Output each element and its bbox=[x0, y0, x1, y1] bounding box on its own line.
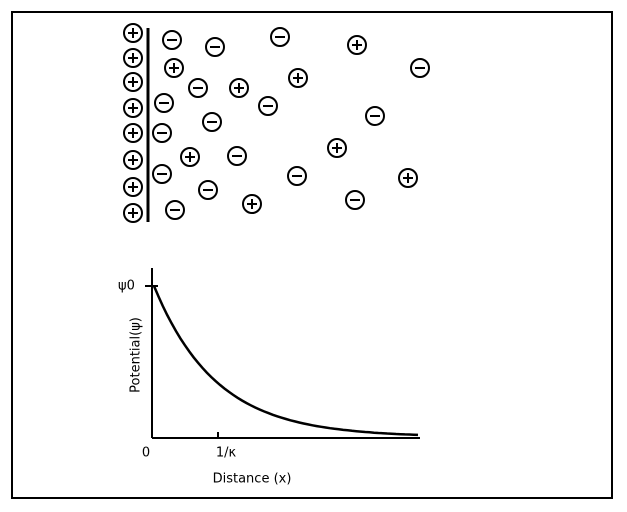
negative-ion bbox=[162, 30, 182, 50]
positive-ion bbox=[123, 98, 143, 118]
x-axis-label: Distance (x) bbox=[213, 472, 292, 487]
negative-ion bbox=[152, 123, 172, 143]
positive-ion bbox=[123, 23, 143, 43]
positive-ion bbox=[123, 203, 143, 223]
positive-ion bbox=[123, 48, 143, 68]
negative-ion bbox=[227, 146, 247, 166]
negative-ion bbox=[410, 58, 430, 78]
negative-ion bbox=[188, 78, 208, 98]
positive-ion bbox=[288, 68, 308, 88]
positive-ion bbox=[327, 138, 347, 158]
positive-ion bbox=[123, 177, 143, 197]
potential-curve bbox=[152, 285, 419, 437]
negative-ion bbox=[258, 96, 278, 116]
negative-ion bbox=[198, 180, 218, 200]
positive-ion bbox=[123, 72, 143, 92]
negative-ion bbox=[287, 166, 307, 186]
positive-ion bbox=[180, 147, 200, 167]
positive-ion bbox=[398, 168, 418, 188]
y-axis-label: Potential(ψ) bbox=[129, 317, 144, 393]
negative-ion bbox=[202, 112, 222, 132]
negative-ion bbox=[345, 190, 365, 210]
negative-ion bbox=[270, 27, 290, 47]
negative-ion bbox=[152, 164, 172, 184]
frame bbox=[11, 11, 613, 499]
x-origin-label: 0 bbox=[142, 446, 150, 461]
positive-ion bbox=[123, 150, 143, 170]
negative-ion bbox=[365, 106, 385, 126]
ions bbox=[123, 23, 430, 223]
negative-ion bbox=[154, 93, 174, 113]
negative-ion bbox=[205, 37, 225, 57]
positive-ion bbox=[164, 58, 184, 78]
y-tick-label: ψ0 bbox=[118, 279, 135, 294]
positive-ion bbox=[123, 123, 143, 143]
positive-ion bbox=[347, 35, 367, 55]
positive-ion bbox=[242, 194, 262, 214]
x-tick-label: 1/κ bbox=[216, 446, 237, 461]
positive-ion bbox=[229, 78, 249, 98]
negative-ion bbox=[165, 200, 185, 220]
